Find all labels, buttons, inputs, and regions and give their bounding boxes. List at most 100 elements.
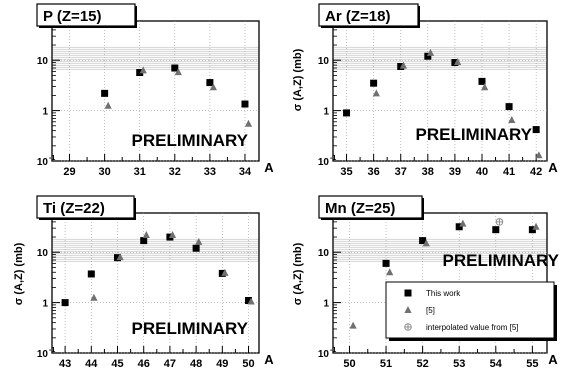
plot-frame xyxy=(332,20,548,162)
watermark-preliminary: PRELIMINARY xyxy=(132,131,249,150)
y-tick-label: 10 xyxy=(37,248,49,259)
shaded-band xyxy=(52,46,259,70)
x-tick-label: 29 xyxy=(63,166,75,178)
y-tick-label: 10 xyxy=(37,157,49,168)
data-point-triangle xyxy=(104,101,112,109)
title-box xyxy=(318,195,423,219)
y-tick-label: 10 xyxy=(318,56,330,67)
x-tick-label: 36 xyxy=(368,166,380,178)
y-axis-label: σ (A,Z) (mb) xyxy=(292,48,304,111)
x-tick-label: 49 xyxy=(216,358,228,370)
data-point-square xyxy=(171,64,179,72)
data-point-triangle xyxy=(422,239,430,247)
x-tick-label: 47 xyxy=(164,358,176,370)
watermark-preliminary: PRELIMINARY xyxy=(132,319,249,338)
data-point-square xyxy=(245,297,253,305)
plot-frame xyxy=(51,20,260,162)
x-tick-label: 34 xyxy=(239,166,252,178)
data-point-square xyxy=(87,270,95,278)
data-point-triangle xyxy=(481,83,489,91)
plot-frame xyxy=(51,212,260,354)
data-point-square xyxy=(382,259,390,267)
title-box xyxy=(318,3,419,27)
x-axis-label: A xyxy=(548,160,558,175)
data-point-square xyxy=(397,63,405,71)
data-point-triangle xyxy=(168,230,177,238)
x-tick-label: 50 xyxy=(242,358,254,370)
x-tick-label: 33 xyxy=(204,166,216,178)
data-point-triangle xyxy=(116,253,124,261)
panel-title: Ti (Z=22) xyxy=(43,200,105,217)
data-point-triangle xyxy=(508,116,516,124)
x-tick-label: 39 xyxy=(449,166,461,178)
x-tick-label: 45 xyxy=(111,358,123,370)
title-box xyxy=(36,3,136,27)
shaded-band xyxy=(333,46,547,70)
y-tick-exponent: -1 xyxy=(49,155,55,162)
data-point-triangle xyxy=(399,61,408,69)
x-tick-label: 50 xyxy=(343,358,355,370)
x-tick-label: 43 xyxy=(59,358,71,370)
x-tick-label: 53 xyxy=(453,358,465,370)
x-tick-label: 40 xyxy=(476,166,488,178)
x-tick-label: 41 xyxy=(503,166,515,178)
y-tick-exponent: -1 xyxy=(330,347,336,354)
x-tick-label: 32 xyxy=(169,166,181,178)
data-point-triangle xyxy=(426,48,435,56)
y-tick-exponent: -1 xyxy=(330,155,336,162)
y-tick-label: 1 xyxy=(42,299,48,310)
x-tick-label: 55 xyxy=(526,358,538,370)
data-point-square xyxy=(140,237,148,245)
legend-label: This work xyxy=(426,289,461,298)
data-point-square xyxy=(241,100,249,108)
x-tick-label: 46 xyxy=(138,358,150,370)
x-tick-label: 51 xyxy=(380,358,392,370)
data-point-triangle xyxy=(244,119,253,127)
x-tick-label: 37 xyxy=(395,166,407,178)
data-point-square xyxy=(61,299,69,307)
data-point-square xyxy=(192,244,200,252)
panel-title: P (Z=15) xyxy=(43,8,102,25)
data-point-square xyxy=(218,269,226,277)
legend-marker xyxy=(404,289,412,297)
data-point-triangle xyxy=(174,68,182,76)
data-point-square xyxy=(101,89,109,97)
data-point-triangle xyxy=(90,293,98,301)
x-tick-label: 35 xyxy=(340,166,352,178)
x-tick-label: 54 xyxy=(490,358,503,370)
y-tick-label: 10 xyxy=(37,349,49,360)
data-point-square xyxy=(455,223,463,231)
data-point-triangle xyxy=(535,151,543,159)
shaded-band xyxy=(333,238,547,262)
y-tick-label: 10 xyxy=(318,157,330,168)
watermark-preliminary: PRELIMINARY xyxy=(443,251,560,270)
data-point-triangle xyxy=(221,268,229,276)
legend-marker xyxy=(404,306,412,313)
data-point-square xyxy=(532,126,540,134)
y-tick-label: 10 xyxy=(318,248,330,259)
data-point-triangle xyxy=(139,66,147,74)
data-point-triangle xyxy=(349,321,357,329)
x-tick-label: 48 xyxy=(190,358,202,370)
data-point-square xyxy=(343,109,351,117)
legend-label: [5] xyxy=(426,306,435,315)
data-point-triangle xyxy=(386,268,394,276)
x-tick-label: 30 xyxy=(99,166,111,178)
panel-title: Mn (Z=25) xyxy=(325,200,395,217)
data-point-square xyxy=(419,237,427,245)
data-point-interpolated xyxy=(495,218,504,226)
data-point-triangle xyxy=(454,58,462,66)
data-point-square xyxy=(492,226,500,234)
legend-label: interpolated value from [5] xyxy=(426,323,519,332)
legend-marker xyxy=(404,323,412,331)
data-point-square xyxy=(451,59,459,67)
y-tick-label: 1 xyxy=(323,299,329,310)
data-point-square xyxy=(505,103,513,111)
data-point-triangle xyxy=(532,222,540,230)
data-point-square xyxy=(478,77,486,85)
x-tick-label: 52 xyxy=(416,358,428,370)
